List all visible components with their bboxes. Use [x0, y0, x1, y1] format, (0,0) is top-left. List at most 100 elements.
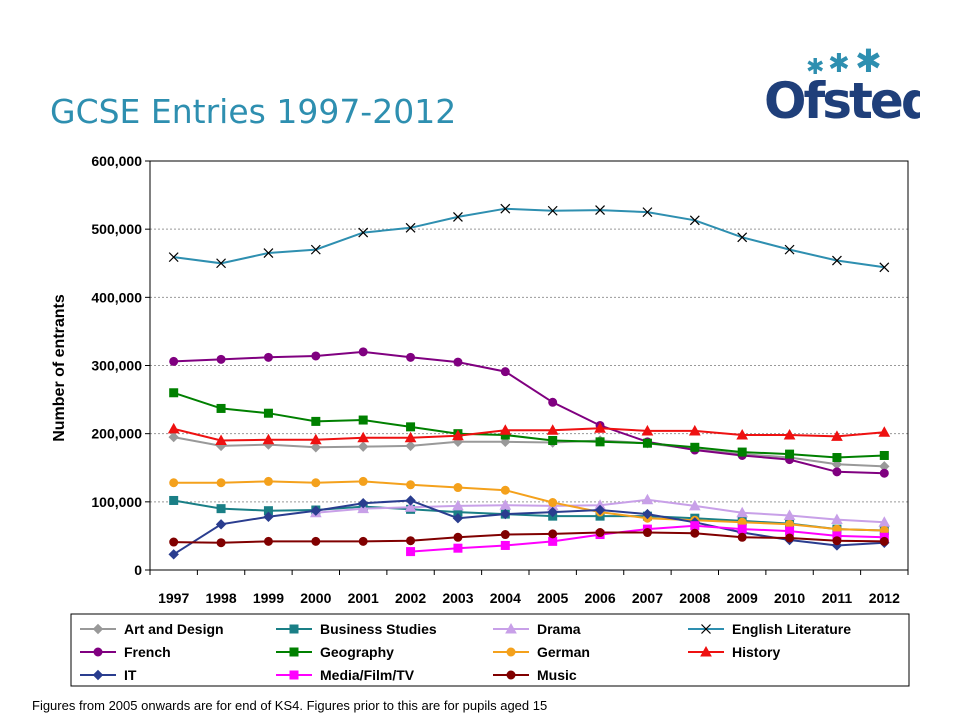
line-chart: 0 100,000 200,000 300,000 400,000 500,000 600,…	[51, 153, 910, 687]
data-point	[879, 262, 890, 273]
data-point	[358, 227, 369, 238]
x-tick-label: 2009	[727, 590, 758, 606]
data-point	[309, 433, 322, 445]
data-point	[500, 203, 511, 214]
legend-label: Music	[537, 667, 577, 683]
data-point	[832, 255, 842, 266]
x-tick-label: 2001	[348, 590, 379, 606]
series-line-it	[173, 499, 885, 556]
x-tick-label: 1998	[205, 590, 236, 606]
x-tick-label: 2010	[774, 590, 805, 606]
legend-box	[70, 613, 910, 687]
svg-text:✱: ✱	[828, 49, 850, 79]
data-point	[642, 438, 652, 448]
data-point	[595, 437, 605, 447]
data-point	[548, 435, 558, 445]
legend-marker	[289, 670, 299, 680]
x-tick-label: 2002	[395, 590, 426, 606]
data-point	[737, 447, 747, 457]
y-tick-label: 100,000	[91, 494, 142, 510]
data-point	[594, 504, 606, 516]
data-point	[169, 388, 179, 398]
data-point	[642, 508, 653, 520]
axes: 0 100,000 200,000 300,000 400,000 500,000 600,…	[91, 153, 909, 606]
data-point	[311, 478, 321, 488]
x-tick-label: 2011	[822, 590, 853, 606]
series-line-music	[173, 531, 885, 544]
data-point	[879, 536, 889, 546]
data-point	[500, 485, 510, 495]
x-tick-label: 2003	[442, 590, 473, 606]
series-history	[167, 422, 891, 445]
data-point	[216, 504, 226, 514]
slide-title: GCSE Entries 1997-2012	[50, 92, 457, 131]
data-point	[167, 422, 180, 434]
series-music	[169, 528, 889, 548]
data-point	[500, 436, 511, 448]
series-it	[168, 495, 890, 560]
data-point	[453, 211, 463, 222]
data-point	[452, 429, 464, 441]
data-point	[215, 434, 227, 445]
x-tick-label: 2012	[869, 590, 900, 606]
data-point	[453, 483, 463, 493]
data-point	[405, 495, 416, 506]
data-point	[357, 497, 369, 509]
data-point	[690, 442, 700, 452]
data-point	[546, 424, 559, 435]
series-line-french	[173, 350, 885, 475]
legend-label: Art and Design	[124, 621, 224, 637]
data-point	[216, 538, 226, 548]
logo-wordmark: Ofsted	[764, 72, 920, 128]
legend-item: Media/Film/TV	[276, 667, 415, 683]
data-point	[784, 244, 795, 255]
legend-label: Media/Film/TV	[320, 667, 415, 683]
series-line-german	[173, 480, 885, 532]
legend-item: Business Studies	[276, 621, 437, 637]
legend-label: English Literature	[732, 621, 851, 637]
data-point	[404, 431, 417, 443]
legend-label: History	[732, 644, 780, 660]
data-point	[688, 424, 701, 436]
data-point	[879, 468, 889, 478]
svg-text:✱: ✱	[806, 55, 824, 80]
data-point	[453, 543, 463, 553]
data-point	[406, 422, 416, 432]
data-point	[737, 232, 748, 243]
logo-stars: ✱ ✱ ✱	[806, 42, 882, 80]
data-point	[548, 536, 558, 546]
data-point	[688, 499, 701, 511]
svg-text:✱: ✱	[855, 42, 882, 80]
legend-item: Geography	[276, 644, 394, 660]
data-point	[737, 532, 747, 542]
y-tick-label: 600,000	[91, 153, 142, 169]
data-point	[642, 207, 653, 218]
legend-marker	[289, 624, 299, 634]
legend: Art and Design Business Studies Drama Engli…	[80, 621, 851, 683]
series-german	[169, 476, 889, 535]
data-point	[358, 347, 368, 357]
data-point	[310, 244, 321, 255]
data-point	[406, 536, 416, 546]
x-tick-label: 1997	[158, 590, 189, 606]
data-point	[358, 536, 368, 546]
data-point	[215, 519, 227, 530]
data-point	[547, 205, 558, 216]
legend-label: Drama	[537, 621, 581, 637]
data-point	[641, 493, 654, 505]
data-point	[878, 426, 891, 437]
ofsted-logo: ✱ ✱ ✱ Ofsted	[764, 42, 920, 128]
data-point	[311, 351, 321, 361]
legend-marker	[93, 647, 103, 657]
legend-marker	[289, 647, 299, 657]
y-axis-title: Number of entrants	[51, 294, 68, 442]
legend-item: IT	[80, 667, 137, 683]
data-point	[548, 397, 558, 407]
data-point	[736, 506, 749, 518]
data-point	[169, 478, 179, 488]
data-point	[216, 478, 226, 488]
data-point	[168, 431, 179, 443]
legend-item: German	[493, 644, 590, 660]
y-tick-label: 500,000	[91, 221, 142, 237]
data-point	[357, 441, 369, 452]
